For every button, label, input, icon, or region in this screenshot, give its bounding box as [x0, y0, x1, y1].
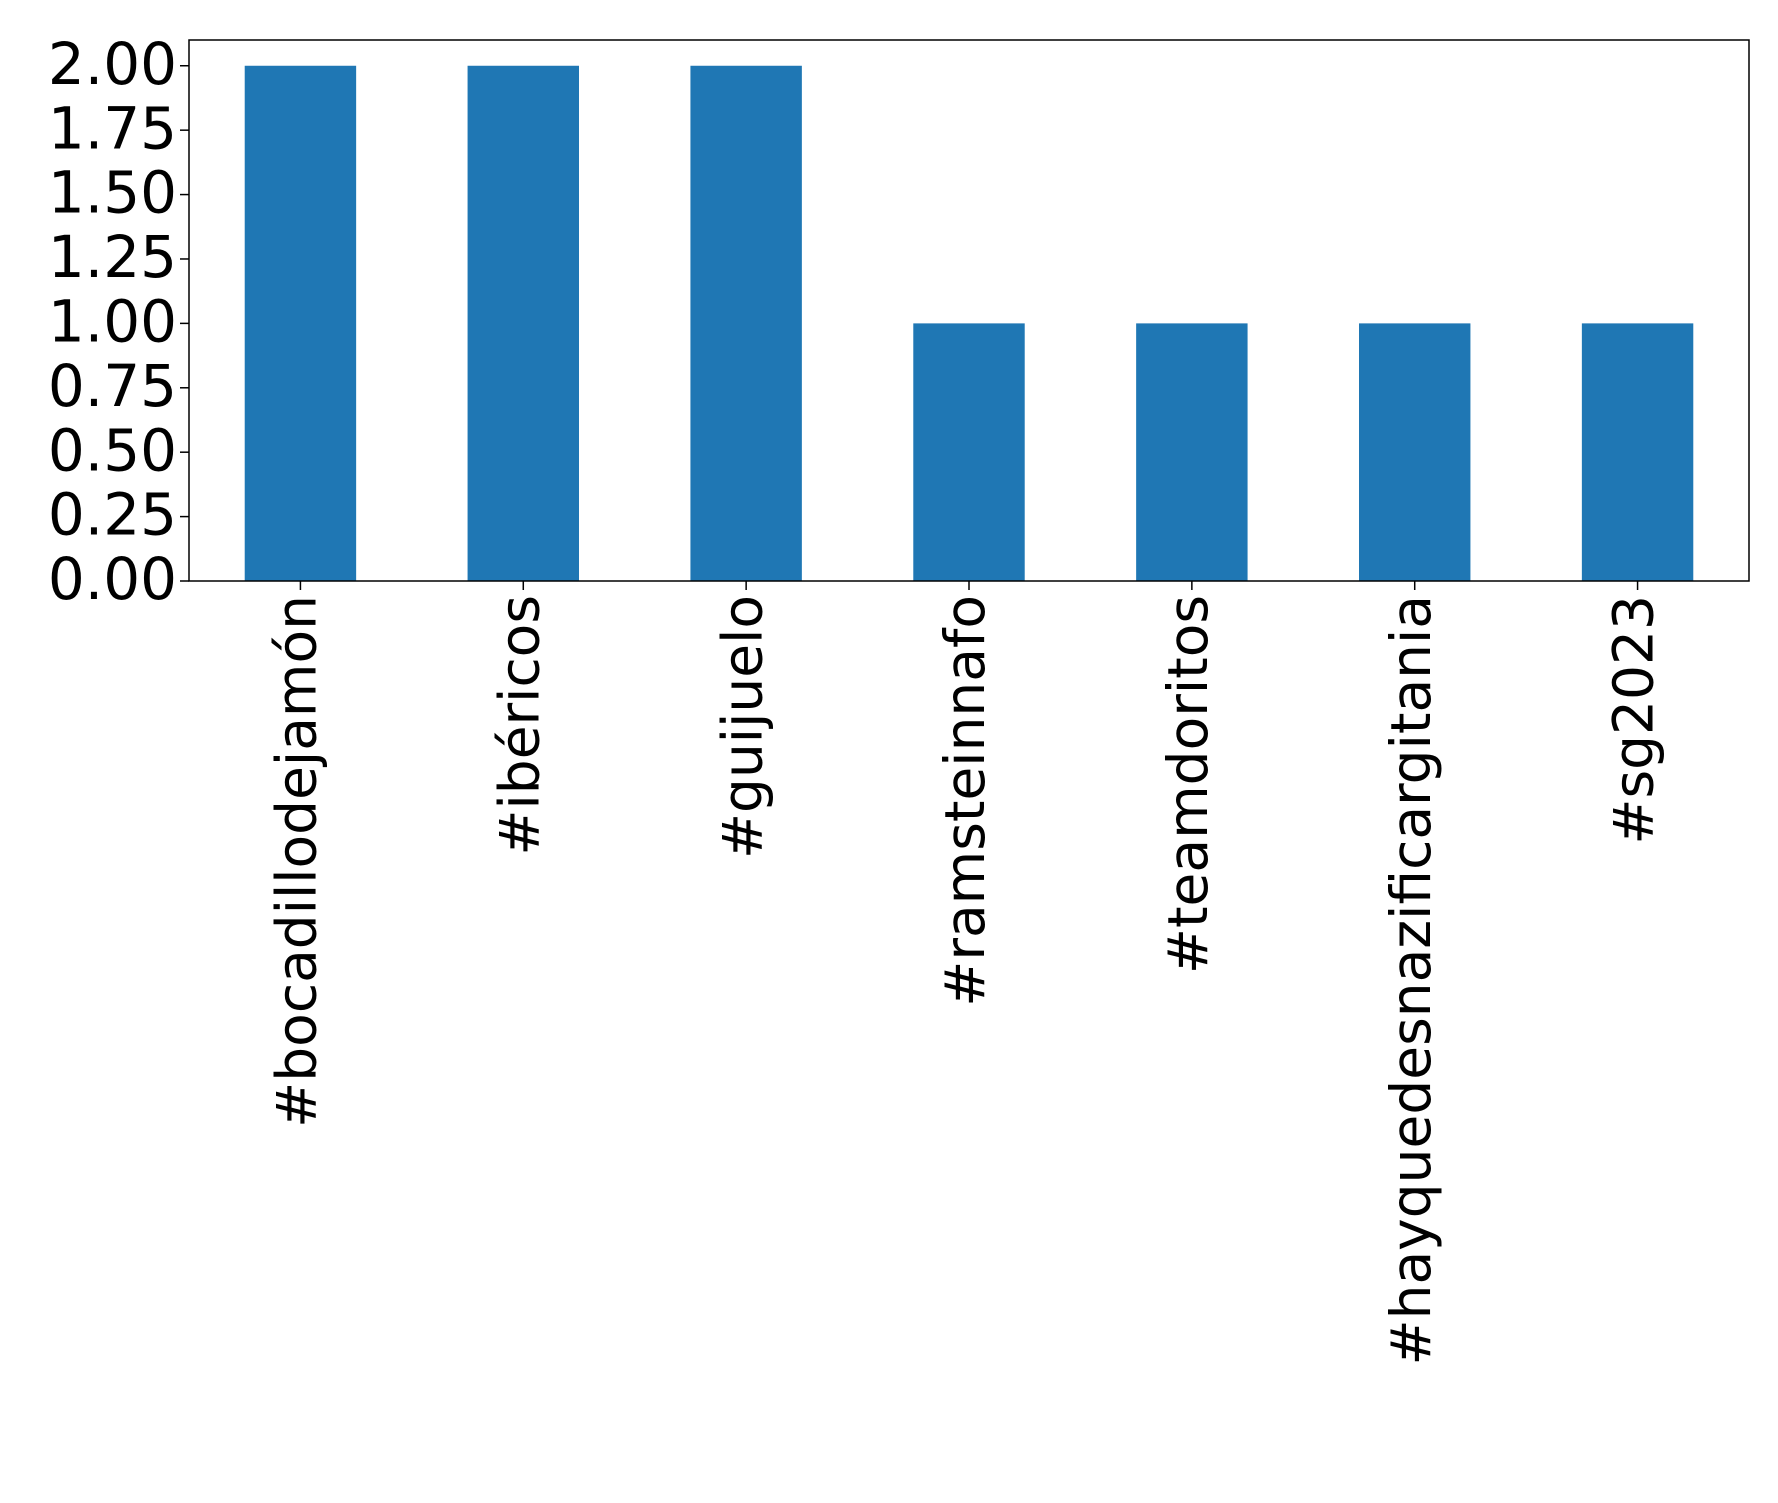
y-tick-label: 1.75	[48, 94, 177, 162]
y-tick-label: 0.50	[48, 416, 177, 484]
y-tick-label: 1.50	[48, 159, 177, 227]
x-tick-label: #bocadillodejamón	[265, 595, 329, 1128]
y-tick-label: 0.25	[48, 481, 177, 549]
bar	[690, 65, 802, 581]
bar	[467, 65, 579, 581]
x-tick-label: #teamdoritos	[1156, 595, 1220, 974]
y-tick-label: 2.00	[48, 30, 177, 98]
y-tick-label: 0.75	[48, 352, 177, 420]
bar	[1136, 323, 1248, 581]
axes-frame	[188, 39, 1750, 582]
x-tick-label: #guijuelo	[710, 595, 774, 859]
bar	[1581, 323, 1694, 581]
y-tick-label: 0.00	[48, 545, 177, 613]
bar	[244, 65, 357, 581]
x-tick-label: #hayquedesnazificargitania	[1379, 595, 1443, 1365]
x-tick-label: #sg2023	[1602, 595, 1666, 845]
x-tick-label: #ramsteinnafo	[933, 595, 997, 1007]
bar	[913, 323, 1025, 581]
bar	[1359, 323, 1471, 581]
x-tick-label: #ibéricos	[487, 595, 551, 856]
y-tick-label: 1.25	[48, 223, 177, 291]
y-tick-label: 1.00	[48, 287, 177, 355]
